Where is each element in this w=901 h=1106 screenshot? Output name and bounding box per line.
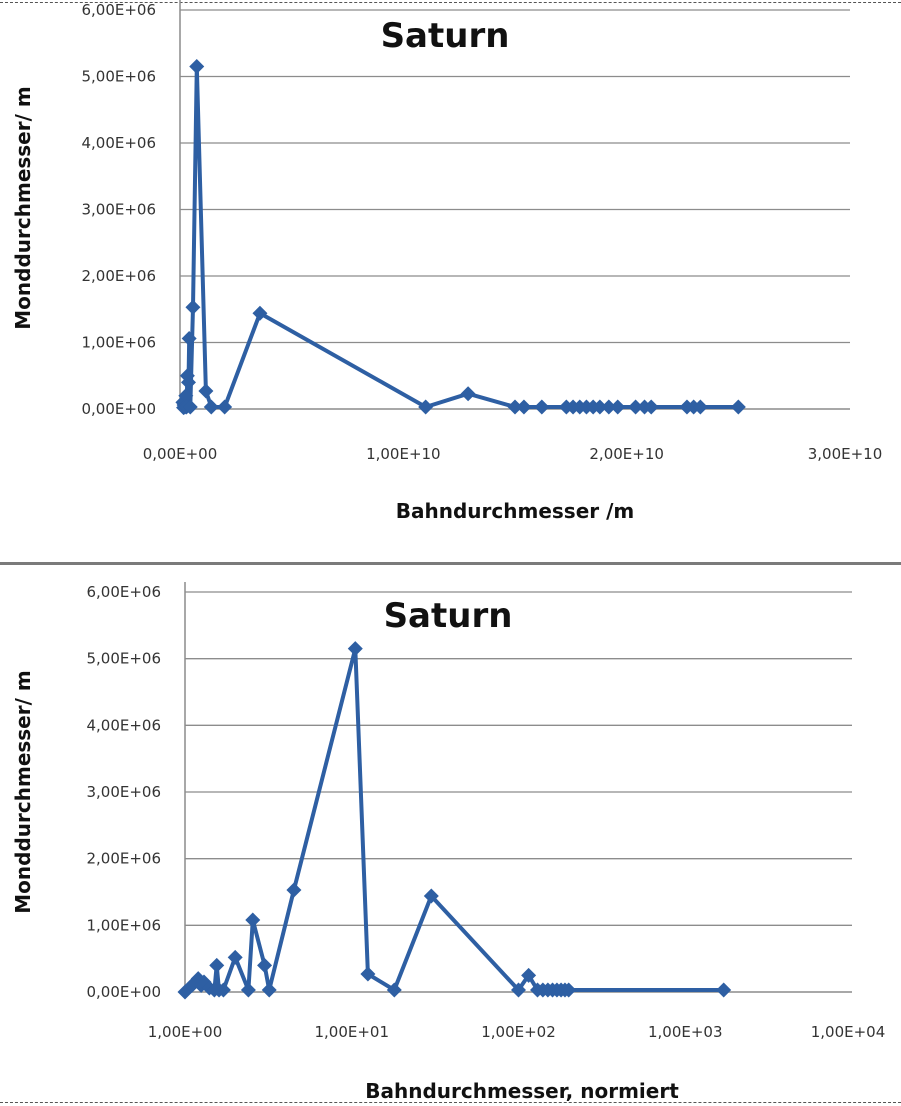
data-point-marker <box>182 331 197 346</box>
data-point-marker <box>516 400 531 415</box>
y-tick-label: 3,00E+06 <box>81 201 156 219</box>
data-point-marker <box>286 883 301 898</box>
data-point-marker <box>348 641 363 656</box>
y-tick-label: 1,00E+06 <box>86 916 161 934</box>
y-tick-label: 4,00E+06 <box>81 134 156 152</box>
x-axis-label: Bahndurchmesser /m <box>396 499 634 523</box>
x-tick-label: 1,00E+10 <box>366 445 441 463</box>
chart-title: Saturn <box>384 596 513 636</box>
y-tick-label: 3,00E+06 <box>86 783 161 801</box>
data-point-marker <box>209 958 224 973</box>
data-point-marker <box>189 59 204 74</box>
y-tick-label: 5,00E+06 <box>81 68 156 86</box>
y-axis-label: Monddurchmesser/ m <box>11 86 35 329</box>
series-line <box>185 649 724 992</box>
y-tick-label: 6,00E+06 <box>81 1 156 19</box>
x-tick-label: 2,00E+10 <box>589 445 664 463</box>
data-point-marker <box>716 983 731 998</box>
x-tick-label: 1,00E+02 <box>481 1023 556 1041</box>
y-axis-label: Monddurchmesser/ m <box>11 670 35 913</box>
x-tick-label: 3,00E+10 <box>808 445 883 463</box>
data-point-marker <box>241 983 256 998</box>
data-point-marker <box>610 400 625 415</box>
x-tick-label: 1,00E+00 <box>148 1023 223 1041</box>
x-tick-label: 1,00E+01 <box>314 1023 389 1041</box>
x-tick-label: 0,00E+00 <box>143 445 218 463</box>
y-tick-label: 2,00E+06 <box>86 850 161 868</box>
data-point-marker <box>262 983 277 998</box>
data-point-marker <box>461 386 476 401</box>
data-point-marker <box>185 300 200 315</box>
chart-2: 0,00E+00 1,00E+06 2,00E+06 3,00E+06 4,00E+06… <box>11 582 885 1103</box>
y-tick-label: 5,00E+06 <box>86 650 161 668</box>
series-line <box>183 67 738 408</box>
data-point-marker <box>731 400 746 415</box>
data-point-marker <box>228 950 243 965</box>
chart-1: 0,00E+00 1,00E+06 2,00E+06 3,00E+06 4,00E+06… <box>11 0 882 523</box>
x-tick-label: 1,00E+04 <box>811 1023 886 1041</box>
y-tick-label: 2,00E+06 <box>81 267 156 285</box>
y-tick-label: 0,00E+00 <box>86 983 161 1001</box>
data-point-marker <box>534 400 549 415</box>
data-point-marker <box>217 400 232 415</box>
chart-title: Saturn <box>381 16 510 56</box>
y-tick-label: 0,00E+00 <box>81 400 156 418</box>
x-tick-label: 1,00E+03 <box>648 1023 723 1041</box>
data-point-marker <box>198 384 213 399</box>
y-tick-label: 1,00E+06 <box>81 334 156 352</box>
data-point-marker <box>252 306 267 321</box>
x-axis-label: Bahndurchmesser, normiert <box>365 1079 679 1103</box>
data-point-marker <box>204 400 219 415</box>
y-tick-label: 4,00E+06 <box>86 716 161 734</box>
data-point-marker <box>257 958 272 973</box>
y-tick-label: 6,00E+06 <box>86 583 161 601</box>
